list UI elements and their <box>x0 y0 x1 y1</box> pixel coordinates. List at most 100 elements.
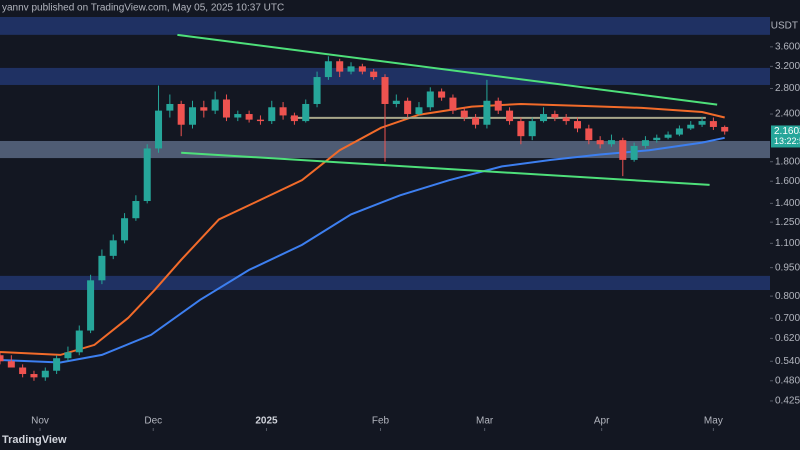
candle-body <box>641 140 649 146</box>
candle-body <box>438 91 446 98</box>
candle-body <box>324 61 332 78</box>
y-tick-label: 3.6000 <box>775 41 800 52</box>
candle-body <box>404 100 412 115</box>
y-tick-label: 1.4000 <box>775 198 800 209</box>
candle-body <box>279 107 287 116</box>
candle-body <box>336 61 344 72</box>
candle-body <box>596 140 604 145</box>
candle-body <box>177 103 185 125</box>
candle-body <box>200 107 208 111</box>
candle-body <box>7 361 15 368</box>
candle-body <box>426 91 434 108</box>
candle-body <box>709 121 717 127</box>
candle-body <box>268 107 276 122</box>
candle-body <box>166 103 174 111</box>
y-tick-label: 1.6000 <box>775 176 800 187</box>
footer-bar <box>0 430 800 450</box>
candle-body <box>143 148 151 202</box>
candle-body <box>234 114 242 118</box>
candle-body <box>109 240 117 256</box>
candle-body <box>551 114 559 118</box>
candle-body <box>313 77 321 104</box>
candle-body <box>121 218 129 241</box>
x-tick-label: Feb <box>372 416 390 427</box>
footer-logo: TradingView <box>2 434 67 446</box>
x-tick-label: Mar <box>476 416 494 427</box>
countdown: 13:22:5 <box>774 136 800 146</box>
candle-body <box>460 110 468 118</box>
candle-body <box>619 140 627 160</box>
candle-body <box>98 255 106 281</box>
x-tick-label: May <box>704 416 723 427</box>
candle-body <box>675 128 683 135</box>
y-tick-label: 3.2000 <box>775 61 800 72</box>
candle-body <box>222 99 230 118</box>
candle-body <box>573 121 582 129</box>
candle-body <box>0 355 4 362</box>
header: yannv published on TradingView.com, May … <box>2 3 284 14</box>
candle-body <box>472 117 480 125</box>
candle-body <box>540 114 548 122</box>
candle-body <box>607 140 615 145</box>
candle-body <box>721 126 729 132</box>
price-tag-label: 2.1603 <box>774 126 800 137</box>
candle-body <box>517 121 525 137</box>
candle-body <box>132 201 140 219</box>
trendline <box>177 33 718 106</box>
y-tick-label: 2.4000 <box>775 109 800 120</box>
price-axis <box>770 0 800 450</box>
zone <box>0 17 770 35</box>
candle-body <box>41 370 49 378</box>
candle-body <box>87 280 95 331</box>
trendline <box>181 151 710 186</box>
candle-body <box>75 330 83 353</box>
candle-body <box>494 100 502 111</box>
candle-body <box>211 99 219 111</box>
y-tick-label: 1.2500 <box>775 217 800 228</box>
candle-body <box>30 374 38 378</box>
candle-body <box>585 128 593 141</box>
currency: USDT <box>771 21 798 32</box>
candle-body <box>415 107 423 115</box>
y-tick-label: 0.4250 <box>775 396 800 407</box>
candle-body <box>528 121 536 137</box>
candle-body <box>19 367 27 375</box>
candle-body <box>687 124 695 129</box>
price-tag <box>771 125 800 148</box>
x-tick-label: 2025 <box>255 416 278 427</box>
candle-body <box>562 117 570 122</box>
candle-body <box>664 134 672 138</box>
candle-body <box>256 119 264 122</box>
candle-body <box>392 100 400 104</box>
plot-area <box>0 17 770 381</box>
candle-body <box>483 100 491 125</box>
candle-body <box>370 71 378 78</box>
candle-body <box>188 107 197 125</box>
candle-body <box>64 352 72 359</box>
candle-body <box>155 110 163 149</box>
candle-body <box>53 358 61 371</box>
candle-body <box>506 110 514 122</box>
candle-body <box>302 103 310 122</box>
candle-body <box>290 115 298 122</box>
candle-body <box>381 77 389 104</box>
candle-body <box>245 114 253 120</box>
candle-body <box>358 66 366 72</box>
x-tick-label: Nov <box>31 416 49 427</box>
moving-average <box>0 102 725 356</box>
candle-body <box>698 121 706 125</box>
candle-body <box>449 97 457 111</box>
x-tick-label: Apr <box>594 416 610 427</box>
zone <box>0 275 770 291</box>
